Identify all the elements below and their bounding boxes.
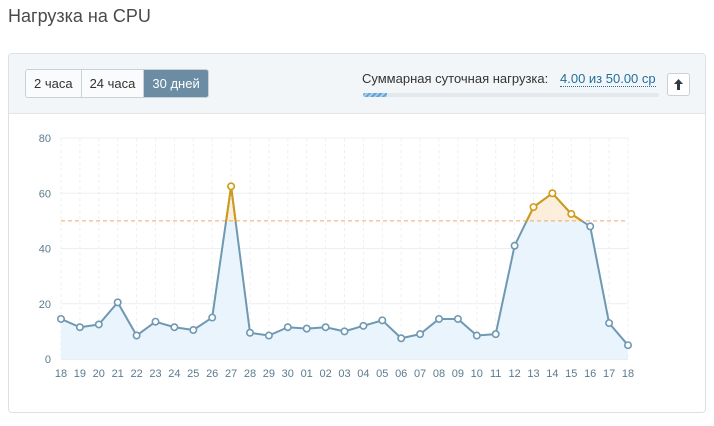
x-tick-label: 16 [584, 368, 596, 380]
x-tick-label: 23 [149, 368, 161, 380]
data-point [586, 222, 595, 231]
x-tick-label: 30 [282, 368, 294, 380]
data-point [491, 330, 500, 339]
x-tick-label: 15 [565, 368, 577, 380]
daily-load-label: Суммарная суточная нагрузка: [362, 71, 549, 86]
over-threshold-area [533, 193, 553, 221]
data-point [94, 320, 103, 329]
x-tick-label: 03 [338, 368, 350, 380]
data-point [132, 331, 141, 340]
data-point [283, 323, 292, 332]
data-point [56, 314, 65, 323]
area-fill [61, 186, 628, 359]
data-point [434, 314, 443, 323]
over-threshold-line [230, 185, 237, 222]
data-point [189, 325, 198, 334]
x-tick-label: 14 [546, 368, 558, 380]
data-point [246, 328, 255, 337]
tab-24-hours[interactable]: 24 часа [81, 70, 145, 97]
data-point [548, 189, 557, 198]
data-point [453, 314, 462, 323]
y-tick-label: 0 [45, 354, 51, 366]
data-point [397, 334, 406, 343]
x-tick-label: 10 [471, 368, 483, 380]
over-threshold-line [225, 185, 233, 222]
x-tick-label: 18 [55, 368, 67, 380]
data-point [227, 182, 236, 191]
x-tick-label: 20 [93, 368, 105, 380]
data-point [567, 209, 576, 218]
x-tick-label: 05 [376, 368, 388, 380]
x-tick-label: 11 [490, 368, 501, 380]
daily-load-value-link[interactable]: 4.00 из 50.00 cp [560, 71, 656, 87]
data-point [208, 313, 217, 322]
x-tick-label: 17 [603, 368, 615, 380]
data-point [378, 316, 387, 325]
daily-load-progress-bar [363, 93, 659, 97]
data-point [151, 317, 160, 326]
panel-header: 2 часа 24 часа 30 дней Суммарная суточна… [9, 54, 705, 114]
data-point [113, 298, 122, 307]
x-tick-label: 24 [168, 368, 180, 380]
x-tick-label: 28 [244, 368, 256, 380]
x-tick-label: 19 [74, 368, 86, 380]
over-threshold-area [552, 193, 572, 221]
tab-2-hours[interactable]: 2 часа [26, 70, 82, 97]
x-tick-label: 13 [527, 368, 539, 380]
daily-load-progress-fill [363, 93, 387, 97]
time-range-tabs: 2 часа 24 часа 30 дней [25, 69, 209, 98]
arrow-up-icon [674, 79, 683, 90]
data-point [321, 323, 330, 332]
tab-30-days[interactable]: 30 дней [144, 70, 208, 97]
x-tick-label: 08 [433, 368, 445, 380]
x-tick-label: 07 [414, 368, 426, 380]
x-tick-label: 06 [395, 368, 407, 380]
x-tick-label: 27 [225, 368, 237, 380]
x-tick-label: 25 [187, 368, 199, 380]
data-point [302, 324, 311, 333]
page-title: Нагрузка на CPU [8, 6, 151, 26]
data-point [340, 327, 349, 336]
x-tick-label: 26 [206, 368, 218, 380]
x-tick-label: 01 [301, 368, 313, 380]
x-tick-label: 04 [357, 368, 369, 380]
data-point [605, 319, 614, 328]
data-point [416, 330, 425, 339]
data-point [264, 331, 273, 340]
x-tick-label: 29 [263, 368, 275, 380]
over-threshold-line [551, 192, 573, 215]
data-point [75, 323, 84, 332]
data-point [510, 241, 519, 250]
collapse-button[interactable] [667, 73, 690, 96]
x-tick-label: 02 [319, 368, 331, 380]
x-tick-label: 09 [452, 368, 464, 380]
data-point [359, 321, 368, 330]
data-point [472, 331, 481, 340]
x-tick-label: 22 [130, 368, 142, 380]
x-tick-label: 18 [622, 368, 634, 380]
x-tick-label: 21 [112, 368, 124, 380]
y-tick-label: 20 [39, 299, 51, 311]
data-point [170, 323, 179, 332]
data-point [623, 341, 632, 350]
y-tick-label: 40 [39, 244, 51, 256]
data-point [529, 203, 538, 212]
x-tick-label: 12 [508, 368, 520, 380]
y-tick-label: 60 [39, 188, 51, 200]
y-tick-label: 80 [39, 133, 51, 145]
